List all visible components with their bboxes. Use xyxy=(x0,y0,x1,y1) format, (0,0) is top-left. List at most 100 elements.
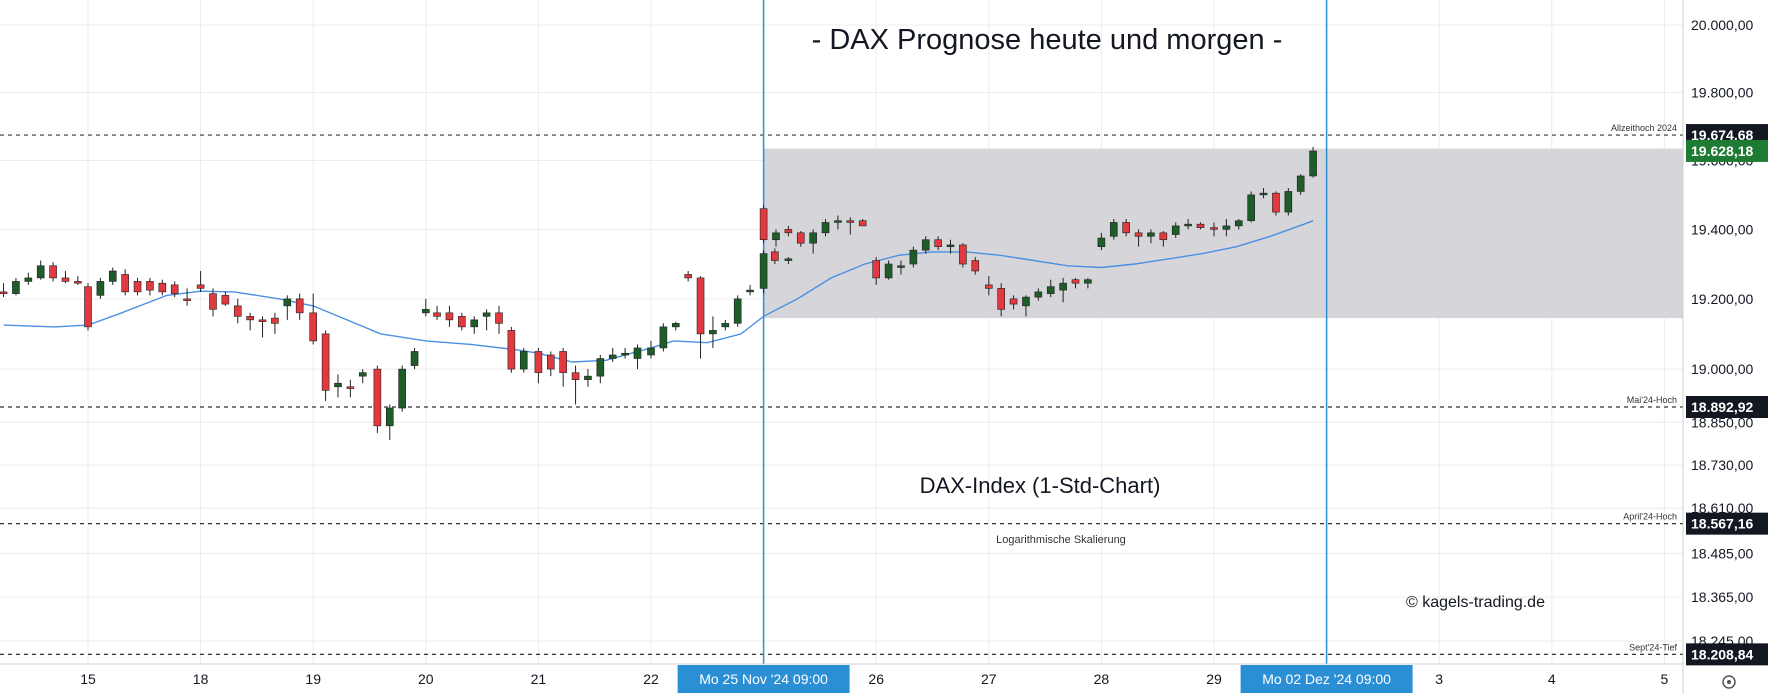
candle-body xyxy=(546,354,555,370)
time-markers xyxy=(762,0,1328,664)
candle-body xyxy=(433,312,441,317)
time-marker-label: Mo 02 Dez '24 09:00 xyxy=(1262,671,1391,687)
candle xyxy=(507,326,516,373)
candle-body xyxy=(258,319,267,322)
candle-body xyxy=(0,291,8,294)
candle-body xyxy=(1171,225,1180,235)
candle-body xyxy=(1009,298,1018,305)
candle xyxy=(571,365,580,405)
x-tick-label: 21 xyxy=(531,671,547,687)
candle xyxy=(596,354,605,384)
candle-body xyxy=(24,277,33,282)
candle-body xyxy=(621,352,629,356)
candle xyxy=(470,316,479,334)
settings-icon[interactable] xyxy=(1722,675,1736,689)
candle-body xyxy=(421,309,430,314)
time-marker-badge xyxy=(677,665,850,693)
annotations: - DAX Prognose heute und morgen - DAX-In… xyxy=(812,24,1545,611)
candle-body xyxy=(1184,223,1192,227)
candle-body xyxy=(358,372,367,377)
candle xyxy=(834,215,842,230)
candle-body xyxy=(696,277,705,335)
candle-body xyxy=(133,281,142,293)
candle-body xyxy=(470,319,479,328)
candle xyxy=(671,321,680,331)
candle xyxy=(621,347,629,359)
candle-body xyxy=(321,333,330,391)
level-value-label: 18.208,84 xyxy=(1691,646,1753,662)
candle xyxy=(1234,218,1243,230)
candle-body xyxy=(1022,296,1030,307)
candle-body xyxy=(458,316,466,328)
candle xyxy=(1222,218,1231,237)
candle-body xyxy=(1222,225,1231,230)
candle-body xyxy=(771,251,779,261)
candle-body xyxy=(959,244,967,265)
candle xyxy=(858,218,867,227)
candle-body xyxy=(121,274,129,293)
candle xyxy=(809,229,817,254)
candle-body xyxy=(721,323,730,328)
candle xyxy=(196,270,205,292)
candle xyxy=(258,316,267,338)
candle-body xyxy=(671,323,680,328)
candle xyxy=(759,250,768,294)
x-tick-label: 28 xyxy=(1094,671,1110,687)
candle xyxy=(709,316,717,348)
candle-body xyxy=(49,265,57,279)
level-value-badge xyxy=(1686,396,1768,419)
time-marker-label: Mo 25 Nov '24 09:00 xyxy=(699,671,828,687)
level-value-label: 19.674,68 xyxy=(1691,127,1753,143)
candle-body xyxy=(61,277,70,282)
candle xyxy=(771,248,779,265)
candle-body xyxy=(1046,286,1055,294)
candle xyxy=(271,312,279,334)
y-tick-label: 19.200,00 xyxy=(1691,291,1753,307)
candle-body xyxy=(283,298,292,307)
candle-body xyxy=(647,347,655,356)
candle-body xyxy=(571,372,580,380)
level-name: April'24-Hoch xyxy=(1623,512,1677,522)
x-tick-label: 22 xyxy=(643,671,659,687)
candle xyxy=(647,340,655,359)
x-tick-label: 5 xyxy=(1661,671,1669,687)
candle xyxy=(221,291,230,306)
candle-body xyxy=(909,249,918,265)
candle-body xyxy=(1159,232,1168,241)
candle-body xyxy=(709,330,717,335)
candle xyxy=(519,347,528,373)
candle-body xyxy=(834,220,842,223)
level-value-badge xyxy=(1686,643,1768,666)
x-tick-label: 29 xyxy=(1206,671,1222,687)
candle xyxy=(170,281,179,298)
candle xyxy=(309,293,318,345)
y-tick-label: 19.800,00 xyxy=(1691,84,1753,100)
candle xyxy=(584,369,592,387)
candle-body xyxy=(534,351,543,373)
candle xyxy=(233,298,242,324)
candle-body xyxy=(1196,223,1205,228)
scale-note: Logarithmische Skalierung xyxy=(996,534,1126,546)
level-value-label: 19.628,18 xyxy=(1691,143,1753,159)
candle xyxy=(1272,191,1280,216)
candle-body xyxy=(984,284,993,289)
candle xyxy=(74,276,82,285)
candle xyxy=(684,270,692,282)
candle xyxy=(884,260,893,280)
candle xyxy=(445,305,454,327)
candle-body xyxy=(759,253,768,289)
candle xyxy=(410,347,419,370)
candle xyxy=(1084,277,1092,289)
candle xyxy=(772,229,780,247)
candle-body xyxy=(1097,237,1106,247)
candle xyxy=(534,347,543,384)
candle-body xyxy=(897,265,905,268)
candle-body xyxy=(1296,175,1305,192)
y-tick-label: 19.400,00 xyxy=(1691,221,1753,237)
candle xyxy=(971,257,980,275)
candle-body xyxy=(934,239,942,247)
candle-body xyxy=(821,222,830,234)
y-tick-label: 20.000,00 xyxy=(1691,17,1753,33)
candle xyxy=(821,218,830,237)
